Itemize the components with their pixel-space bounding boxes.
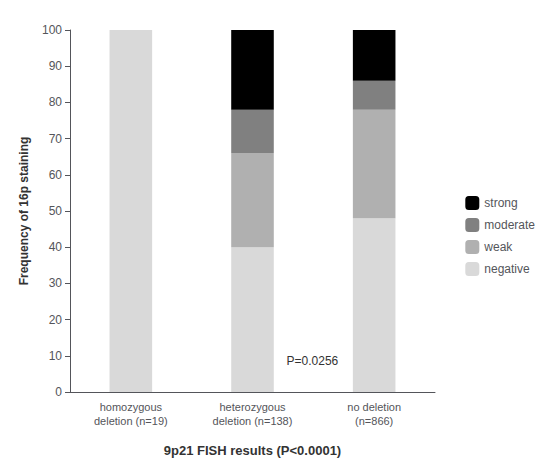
svg-text:Frequency of 16p staining: Frequency of 16p staining xyxy=(17,137,31,286)
svg-text:30: 30 xyxy=(49,276,63,290)
svg-text:homozygous: homozygous xyxy=(100,401,163,413)
svg-text:strong: strong xyxy=(484,196,517,210)
svg-text:heterozygous: heterozygous xyxy=(219,401,286,413)
svg-text:60: 60 xyxy=(49,168,63,182)
svg-text:0: 0 xyxy=(55,385,62,399)
svg-text:10: 10 xyxy=(49,349,63,363)
svg-text:80: 80 xyxy=(49,95,63,109)
svg-text:negative: negative xyxy=(484,262,530,276)
svg-text:deletion (n=138): deletion (n=138) xyxy=(213,415,293,427)
svg-text:deletion (n=19): deletion (n=19) xyxy=(94,415,168,427)
svg-text:weak: weak xyxy=(483,240,513,254)
svg-text:20: 20 xyxy=(49,313,63,327)
svg-text:40: 40 xyxy=(49,240,63,254)
svg-text:50: 50 xyxy=(49,204,63,218)
svg-text:90: 90 xyxy=(49,59,63,73)
svg-text:100: 100 xyxy=(42,23,62,37)
svg-text:moderate: moderate xyxy=(484,218,535,232)
svg-text:70: 70 xyxy=(49,132,63,146)
svg-text:(n=866): (n=866) xyxy=(355,415,393,427)
svg-text:no deletion: no deletion xyxy=(347,401,401,413)
svg-text:9p21 FISH results (P<0.0001): 9p21 FISH results (P<0.0001) xyxy=(164,443,341,458)
svg-text:P=0.0256: P=0.0256 xyxy=(287,354,339,368)
